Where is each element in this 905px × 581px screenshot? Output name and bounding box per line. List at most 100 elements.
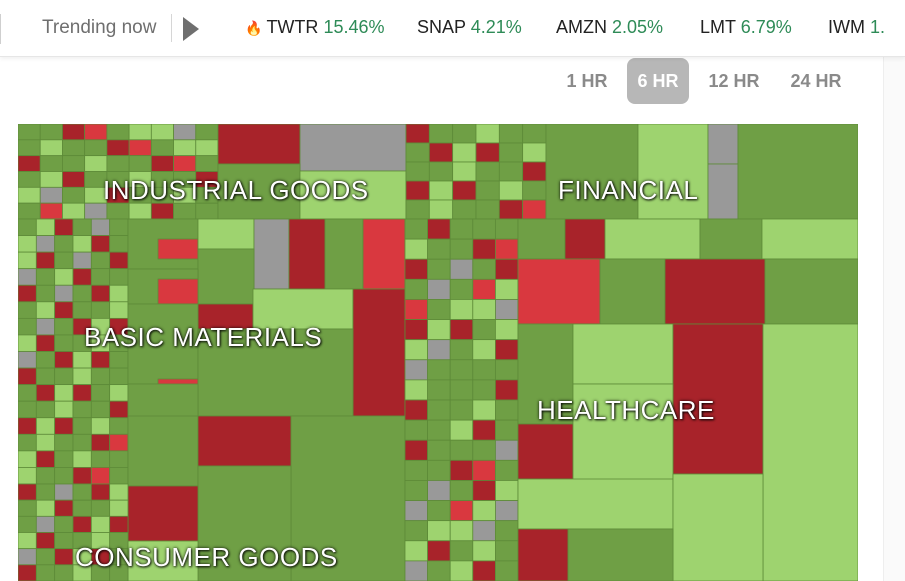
treemap-tile[interactable] [18, 400, 37, 419]
treemap-tile[interactable] [475, 199, 500, 220]
treemap-tile[interactable] [449, 560, 474, 581]
ticker-snap[interactable]: SNAP 4.21% [417, 17, 522, 38]
treemap-tile[interactable] [404, 238, 429, 260]
treemap-tile[interactable] [404, 359, 429, 381]
treemap-tile[interactable] [404, 459, 429, 481]
treemap-tile[interactable] [405, 142, 430, 163]
treemap-tile[interactable] [427, 480, 451, 501]
treemap-tile[interactable] [604, 218, 701, 260]
treemap-tile[interactable] [109, 384, 129, 402]
treemap-tile[interactable] [472, 319, 496, 341]
treemap-tile[interactable] [288, 218, 326, 290]
treemap-tile[interactable] [35, 450, 56, 468]
treemap-tile[interactable] [404, 520, 429, 542]
treemap-tile[interactable] [109, 515, 129, 533]
treemap-tile[interactable] [517, 528, 569, 581]
treemap-tile[interactable] [427, 560, 451, 581]
treemap-tile[interactable] [449, 238, 474, 260]
treemap-tile[interactable] [522, 124, 547, 144]
ticker-lmt[interactable]: LMT 6.79% [700, 17, 792, 38]
treemap-tile[interactable] [54, 515, 74, 533]
treemap-tile[interactable] [90, 499, 111, 517]
treemap-tile[interactable] [72, 235, 92, 253]
treemap-tile[interactable] [699, 218, 763, 260]
treemap-tile[interactable] [18, 317, 37, 336]
treemap-tile[interactable] [54, 301, 74, 319]
treemap-tile[interactable] [84, 124, 108, 141]
treemap-tile[interactable] [404, 419, 429, 441]
treemap-tile[interactable] [404, 319, 429, 341]
treemap-tile[interactable] [494, 439, 519, 461]
treemap-tile[interactable] [54, 317, 74, 336]
treemap-tile[interactable] [54, 384, 74, 402]
treemap-tile[interactable] [109, 218, 129, 236]
treemap-tile[interactable] [427, 439, 451, 461]
treemap-tile[interactable] [452, 180, 477, 201]
treemap-tile[interactable] [90, 483, 111, 501]
treemap-tile[interactable] [72, 384, 92, 402]
treemap-tile[interactable] [72, 218, 92, 236]
treemap-tile[interactable] [498, 124, 524, 144]
treemap-tile[interactable] [405, 180, 430, 201]
treemap-tile[interactable] [404, 339, 429, 361]
treemap-tile[interactable] [35, 384, 56, 402]
treemap-tile[interactable] [475, 124, 500, 144]
treemap-tile[interactable] [428, 124, 454, 144]
treemap-tile[interactable] [173, 124, 197, 141]
treemap-tile[interactable] [427, 339, 451, 361]
treemap-tile[interactable] [72, 367, 92, 386]
treemap-tile[interactable] [90, 235, 111, 253]
treemap-tile[interactable] [404, 540, 429, 562]
treemap-tile[interactable] [35, 515, 56, 533]
treemap-tile[interactable] [54, 417, 74, 435]
treemap-tile[interactable] [494, 560, 519, 581]
treemap-tile[interactable] [299, 124, 407, 172]
treemap-tile[interactable] [197, 415, 292, 467]
treemap-tile[interactable] [35, 268, 56, 286]
treemap-tile[interactable] [127, 303, 199, 385]
treemap-tile[interactable] [449, 459, 474, 481]
treemap-tile[interactable] [449, 520, 474, 542]
treemap-tile[interactable] [517, 323, 574, 425]
treemap-tile[interactable] [672, 473, 764, 581]
treemap-tile[interactable] [599, 258, 666, 325]
treemap-tile[interactable] [109, 268, 129, 286]
treemap-tile[interactable] [39, 124, 63, 141]
treemap-tile[interactable] [494, 339, 519, 361]
treemap-tile[interactable] [84, 155, 108, 172]
treemap-tile[interactable] [90, 467, 111, 485]
treemap-tile[interactable] [572, 383, 674, 485]
treemap-tile[interactable] [39, 139, 63, 157]
treemap-tile[interactable] [72, 284, 92, 303]
ticker-iwm[interactable]: IWM 1. [828, 17, 885, 38]
treemap-tile[interactable] [54, 433, 74, 452]
treemap-tile[interactable] [72, 268, 92, 286]
treemap-tile[interactable] [761, 218, 858, 260]
treemap-tile[interactable] [452, 142, 477, 163]
treemap-tile[interactable] [18, 548, 37, 566]
treemap-tile[interactable] [449, 500, 474, 522]
treemap-tile[interactable] [449, 480, 474, 501]
treemap-tile[interactable] [449, 419, 474, 441]
treemap-tile[interactable] [72, 251, 92, 270]
treemap-tile[interactable] [18, 186, 41, 204]
treemap-tile[interactable] [522, 161, 547, 182]
treemap-tile[interactable] [404, 560, 429, 581]
treemap-tile[interactable] [18, 417, 37, 435]
treemap-tile[interactable] [106, 124, 130, 141]
treemap-tile[interactable] [494, 399, 519, 421]
timeframe-1hr[interactable]: 1 HR [566, 71, 608, 91]
treemap-tile[interactable] [449, 359, 474, 381]
treemap-tile[interactable] [707, 163, 739, 220]
treemap-tile[interactable] [72, 433, 92, 452]
treemap-tile[interactable] [737, 124, 858, 220]
treemap-tile[interactable] [90, 367, 111, 386]
treemap-tile[interactable] [427, 299, 451, 320]
treemap-tile[interactable] [39, 186, 63, 204]
treemap-tile[interactable] [452, 124, 477, 144]
treemap-tile[interactable] [427, 258, 451, 280]
treemap-tile[interactable] [498, 180, 524, 201]
treemap-tile[interactable] [195, 139, 219, 157]
timeframe-12hr[interactable]: 12 HR [708, 71, 760, 91]
treemap-tile[interactable] [35, 367, 56, 386]
